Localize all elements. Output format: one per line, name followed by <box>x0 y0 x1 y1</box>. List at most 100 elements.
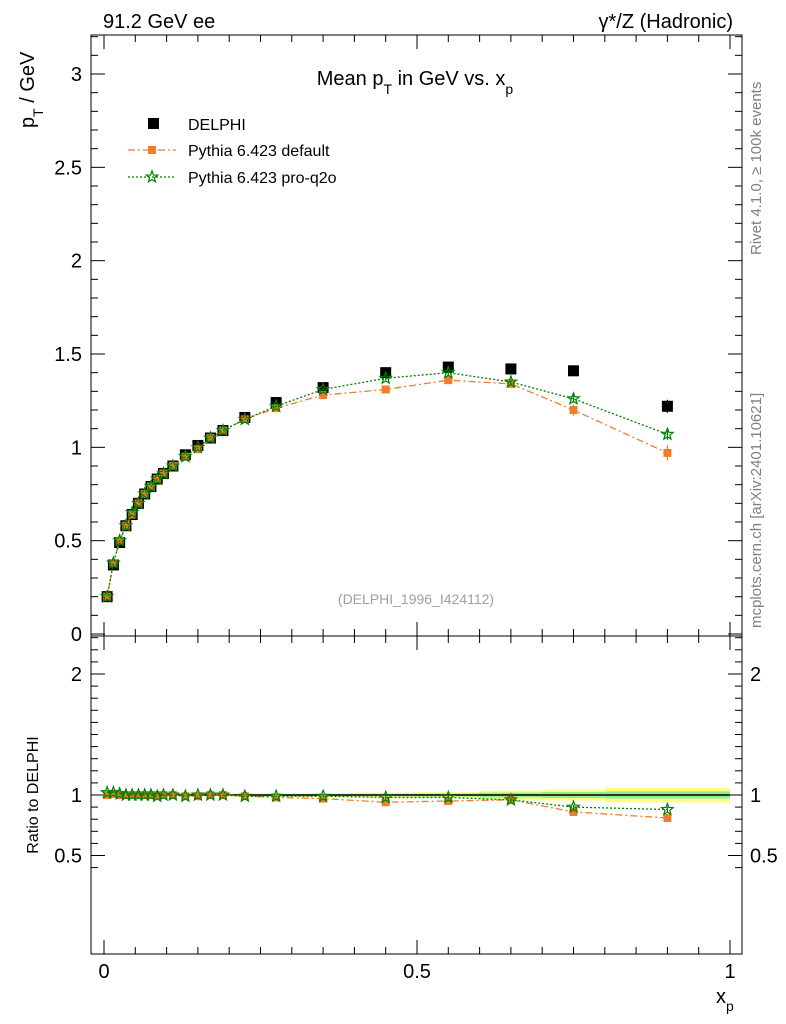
plot-title: Mean pT in GeV vs. xp <box>317 68 514 97</box>
analysis-watermark: (DELPHI_1996_I424112) <box>338 591 494 607</box>
proq2o-point <box>237 411 253 426</box>
x-tick-label: 0.5 <box>403 961 431 983</box>
x-tick-label: 0 <box>98 961 109 983</box>
ratio-y-tick-label: 0.5 <box>54 846 82 868</box>
proq2o-point <box>503 792 519 807</box>
default-point <box>444 376 453 385</box>
default-point <box>381 385 390 394</box>
proq2o-point <box>503 374 519 389</box>
default-point <box>168 791 177 799</box>
main-y-label: pT / GeV <box>17 51 46 128</box>
proq2o-point <box>99 588 115 603</box>
proq2o-point <box>566 799 581 814</box>
main-y-tick-label: 0.5 <box>54 531 82 553</box>
proq2o-point <box>268 788 284 803</box>
x-axis-label-sub: p <box>726 998 734 1014</box>
default-point <box>134 499 143 508</box>
proq2o-point <box>156 465 171 480</box>
proq2o-point <box>137 486 153 501</box>
proq2o-point <box>149 788 165 803</box>
legend-marker-default <box>148 146 156 154</box>
proq2o-point <box>143 787 159 802</box>
proq2o-point <box>203 430 218 445</box>
proq2o-point <box>237 788 253 803</box>
process-label: γ*/Z (Hadronic) <box>599 11 733 33</box>
default-point <box>115 791 124 799</box>
default-point <box>381 798 390 807</box>
default-point <box>109 789 118 798</box>
ratio-axis-tick-labels: 0.5 0.5 1 1 2 2 0 0.5 1 <box>54 664 778 983</box>
ratio-y-tick-label-right: 2 <box>750 664 761 686</box>
proq2o-point <box>315 788 331 803</box>
proq2o-point <box>215 422 231 437</box>
ratio-data-marks <box>99 784 675 822</box>
proq2o-point <box>315 381 331 396</box>
ratio-y-tick-label-right: 0.5 <box>750 846 778 868</box>
proq2o-point <box>660 426 675 441</box>
x-axis-label-part: x <box>716 986 726 1008</box>
default-point <box>140 490 149 498</box>
proq2o-point <box>178 448 193 463</box>
default-point <box>206 791 215 799</box>
proq2o-point <box>440 789 456 804</box>
default-point <box>663 813 672 822</box>
mcplots-label: mcplots.cern.ch [arXiv:2401.10621] <box>748 393 765 628</box>
proq2o-point <box>106 784 121 799</box>
proq2o-point <box>215 787 231 802</box>
default-point <box>193 792 202 801</box>
ratio-axis-ticks <box>91 636 742 954</box>
default-point <box>153 791 162 799</box>
ratio-y-tick-label-right: 1 <box>750 785 761 807</box>
proq2o-point <box>165 787 181 802</box>
default-point <box>168 462 177 470</box>
ratio-y-tick-label: 2 <box>71 664 82 686</box>
plot-title-part: Mean p <box>317 68 384 90</box>
legend-label-delphi: DELPHI <box>188 117 246 134</box>
proq2o-series-line <box>107 791 668 811</box>
delphi-point <box>568 365 579 377</box>
proq2o-point <box>378 370 394 385</box>
proq2o-point <box>118 518 134 532</box>
proq2o-point <box>112 532 127 547</box>
legend-label-proq2o: Pythia 6.423 pro-q2o <box>188 170 337 187</box>
default-point <box>181 452 190 461</box>
main-y-tick-label: 1 <box>71 437 82 459</box>
proq2o-point <box>143 478 159 493</box>
main-y-label-sub: T <box>30 108 46 117</box>
default-point <box>569 406 578 414</box>
default-point <box>134 791 143 799</box>
plot-title-sub: T <box>383 81 392 97</box>
default-point <box>272 793 281 802</box>
legend-marker-proq2o <box>144 169 160 184</box>
main-axis-ticks <box>91 35 742 636</box>
default-point <box>218 426 227 435</box>
delphi-point <box>661 400 673 412</box>
ratio-frame <box>90 635 743 955</box>
default-point <box>181 792 190 801</box>
main-y-label-part: p <box>17 117 39 128</box>
proq2o-point <box>124 504 140 519</box>
proq2o-point <box>165 458 181 473</box>
legend-marker-delphi <box>148 118 159 129</box>
default-point <box>159 469 168 478</box>
main-data-marks <box>99 361 675 603</box>
main-panel: 00.511.522.53 Mean pT in GeV vs. xp pT /… <box>17 34 743 646</box>
main-axis-tick-labels: 0 0.5 1 1.5 2 2.5 3 <box>54 64 82 646</box>
default-point <box>319 391 328 400</box>
proq2o-point <box>112 786 127 801</box>
plot-title-part: in GeV vs. x <box>392 68 505 90</box>
main-y-tick-label: 1.5 <box>54 344 82 366</box>
rivet-label: Rivet 4.1.0, ≥ 100k events <box>748 82 765 255</box>
main-y-tick-label: 2.5 <box>54 157 82 179</box>
main-y-tick-label: 2 <box>71 251 82 273</box>
default-point <box>444 797 453 806</box>
legend: DELPHI Pythia 6.423 default Pythia 6.423… <box>128 117 337 187</box>
proq2o-point <box>203 787 218 802</box>
main-y-tick-label: 3 <box>71 64 82 86</box>
main-y-tick-label: 0 <box>71 624 82 646</box>
proq2o-point <box>268 398 284 413</box>
delphi-point <box>270 397 282 409</box>
proq2o-point <box>378 789 394 804</box>
proq2o-point <box>440 364 456 379</box>
